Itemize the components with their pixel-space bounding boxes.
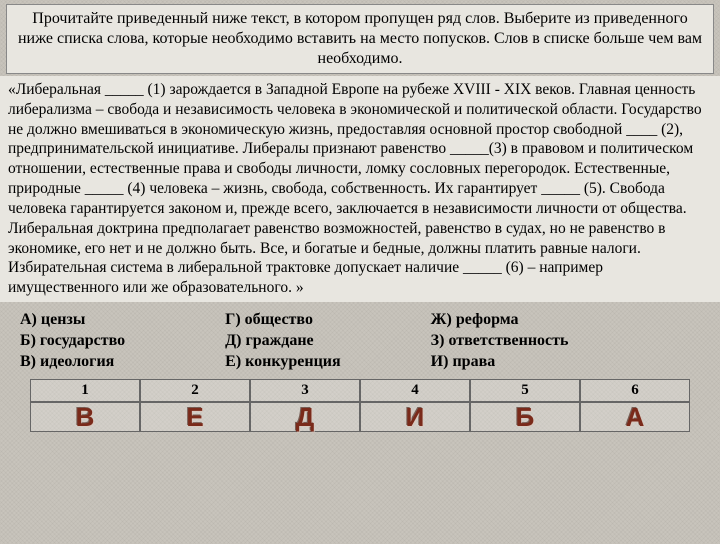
answer-4: И [360,402,470,433]
options-row: А) цензы Б) государство В) идеология Г) … [0,306,720,378]
option-g: Ж) реформа [431,310,569,331]
option-i: И) права [431,352,569,373]
options-col-1: А) цензы Б) государство В) идеология [20,310,125,372]
instruction-text: Прочитайте приведенный ниже текст, в кот… [18,10,702,67]
option-a: А) цензы [20,310,125,331]
answer-table: 1 2 3 4 5 6 В Е Д И Б А [30,379,690,433]
option-d: Г) общество [225,310,341,331]
answer-header-row: 1 2 3 4 5 6 [30,379,690,402]
option-b: Б) государство [20,331,125,352]
options-col-2: Г) общество Д) граждане Е) конкуренция [225,310,341,372]
option-f: Е) конкуренция [225,352,341,373]
main-text-box: «Либеральная _____ (1) зарождается в Зап… [0,76,720,302]
options-col-3: Ж) реформа З) ответственность И) права [431,310,569,372]
option-h: З) ответственность [431,331,569,352]
header-3: 3 [250,379,360,402]
answer-3: Д [250,402,360,433]
answer-2: Е [140,402,250,433]
header-5: 5 [470,379,580,402]
option-c: В) идеология [20,352,125,373]
slide-container: Прочитайте приведенный ниже текст, в кот… [0,4,720,544]
header-2: 2 [140,379,250,402]
option-e: Д) граждане [225,331,341,352]
answer-5: Б [470,402,580,433]
answer-letter-row: В Е Д И Б А [30,402,690,433]
instruction-box: Прочитайте приведенный ниже текст, в кот… [6,4,714,74]
header-1: 1 [30,379,140,402]
header-6: 6 [580,379,690,402]
main-text: «Либеральная _____ (1) зарождается в Зап… [8,81,702,296]
answer-6: А [580,402,690,433]
header-4: 4 [360,379,470,402]
answer-1: В [30,402,140,433]
